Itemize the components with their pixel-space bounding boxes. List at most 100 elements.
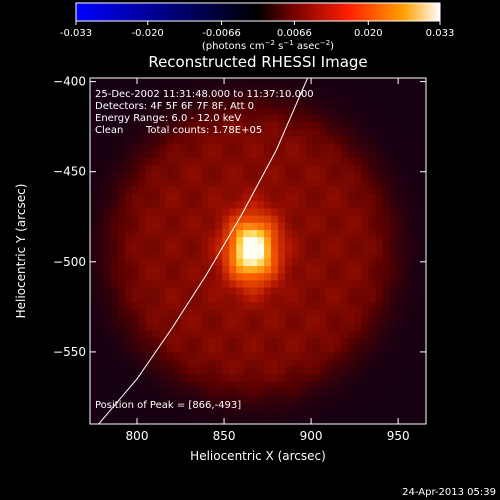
heatmap-cell <box>124 359 133 367</box>
heatmap-cell <box>145 409 154 418</box>
heatmap-cell <box>278 351 286 360</box>
heatmap-cell <box>396 330 404 339</box>
heatmap-cell <box>284 351 293 360</box>
heatmap-cell <box>333 258 342 267</box>
heatmap-cell <box>403 323 411 331</box>
heatmap-cell <box>340 287 349 295</box>
heatmap-cell <box>117 186 126 194</box>
heatmap-cell <box>347 128 356 137</box>
heatmap-cell <box>361 200 370 209</box>
heatmap-cell <box>229 279 237 288</box>
heatmap-cell <box>410 258 418 267</box>
heatmap-cell <box>312 337 321 346</box>
heatmap-cell <box>96 315 105 324</box>
heatmap-cell <box>138 78 147 86</box>
heatmap-cell <box>180 99 189 108</box>
heatmap-cell <box>187 330 196 339</box>
heatmap-cell <box>417 150 425 158</box>
heatmap-cell <box>284 114 293 122</box>
heatmap-cell <box>305 171 314 180</box>
heatmap-cell <box>291 150 300 158</box>
heatmap-cell <box>103 243 112 252</box>
heatmap-cell <box>333 380 342 389</box>
heatmap-cell <box>117 330 126 339</box>
heatmap-cell <box>410 178 418 187</box>
heatmap-cell <box>229 337 237 346</box>
heatmap-cell <box>145 142 154 151</box>
heatmap-cell <box>264 78 272 86</box>
heatmap-cell <box>305 265 314 274</box>
heatmap-cell <box>347 243 356 252</box>
heatmap-cell <box>278 106 286 115</box>
heatmap-cell <box>152 416 161 424</box>
heatmap-cell <box>389 265 398 274</box>
heatmap-cell <box>347 150 356 158</box>
heatmap-cell <box>159 236 168 245</box>
heatmap-cell <box>103 207 112 216</box>
heatmap-cell <box>222 171 230 180</box>
heatmap-cell <box>117 106 126 115</box>
heatmap-cell <box>131 135 140 144</box>
heatmap-cell <box>361 315 370 324</box>
heatmap-cell <box>222 193 230 202</box>
heatmap-cell <box>368 294 377 303</box>
heatmap-cell <box>257 409 265 418</box>
heatmap-cell <box>396 380 404 389</box>
heatmap-cell <box>257 142 265 151</box>
heatmap-cell <box>124 337 133 346</box>
heatmap-cell <box>222 395 230 403</box>
heatmap-cell <box>131 373 140 382</box>
heatmap-cell <box>187 380 196 389</box>
heatmap-cell <box>319 279 328 288</box>
heatmap-cell <box>152 387 161 396</box>
heatmap-cell <box>326 214 335 223</box>
heatmap-cell <box>326 78 335 86</box>
heatmap-cell <box>257 229 265 238</box>
heatmap-cell <box>166 150 175 158</box>
heatmap-cell <box>375 135 384 144</box>
heatmap-cell <box>340 272 349 281</box>
heatmap-cell <box>354 323 363 331</box>
heatmap-cell <box>424 294 426 303</box>
heatmap-cell <box>180 416 189 424</box>
heatmap-cell <box>138 121 147 130</box>
heatmap-cell <box>396 207 404 216</box>
heatmap-cell <box>354 157 363 166</box>
heatmap-cell <box>131 157 140 166</box>
heatmap-cell <box>417 92 425 101</box>
heatmap-cell <box>180 171 189 180</box>
heatmap-cell <box>117 164 126 173</box>
heatmap-cell <box>284 344 293 353</box>
heatmap-cell <box>347 308 356 317</box>
heatmap-cell <box>96 351 105 360</box>
heatmap-cell <box>389 150 398 158</box>
heatmap-cell <box>110 222 119 230</box>
heatmap-cell <box>424 186 426 194</box>
heatmap-cell <box>131 243 140 252</box>
heatmap-cell <box>305 157 314 166</box>
heatmap-cell <box>326 279 335 288</box>
heatmap-cell <box>312 251 321 259</box>
heatmap-cell <box>354 373 363 382</box>
heatmap-cell <box>96 121 105 130</box>
heatmap-cell <box>159 186 168 194</box>
heatmap-cell <box>389 186 398 194</box>
heatmap-cell <box>382 222 391 230</box>
heatmap-cell <box>110 106 119 115</box>
heatmap-cell <box>194 178 203 187</box>
heatmap-cell <box>215 387 223 396</box>
heatmap-cell <box>257 402 265 411</box>
heatmap-cell <box>187 200 196 209</box>
heatmap-cell <box>180 251 189 259</box>
heatmap-cell <box>319 359 328 367</box>
heatmap-cell <box>194 359 203 367</box>
heatmap-cell <box>131 380 140 389</box>
heatmap-cell <box>159 164 168 173</box>
heatmap-cell <box>180 114 189 122</box>
heatmap-cell <box>340 171 349 180</box>
heatmap-cell <box>236 351 244 360</box>
heatmap-cell <box>396 99 404 108</box>
heatmap-cell <box>180 272 189 281</box>
heatmap-cell <box>354 344 363 353</box>
heatmap-cell <box>417 200 425 209</box>
